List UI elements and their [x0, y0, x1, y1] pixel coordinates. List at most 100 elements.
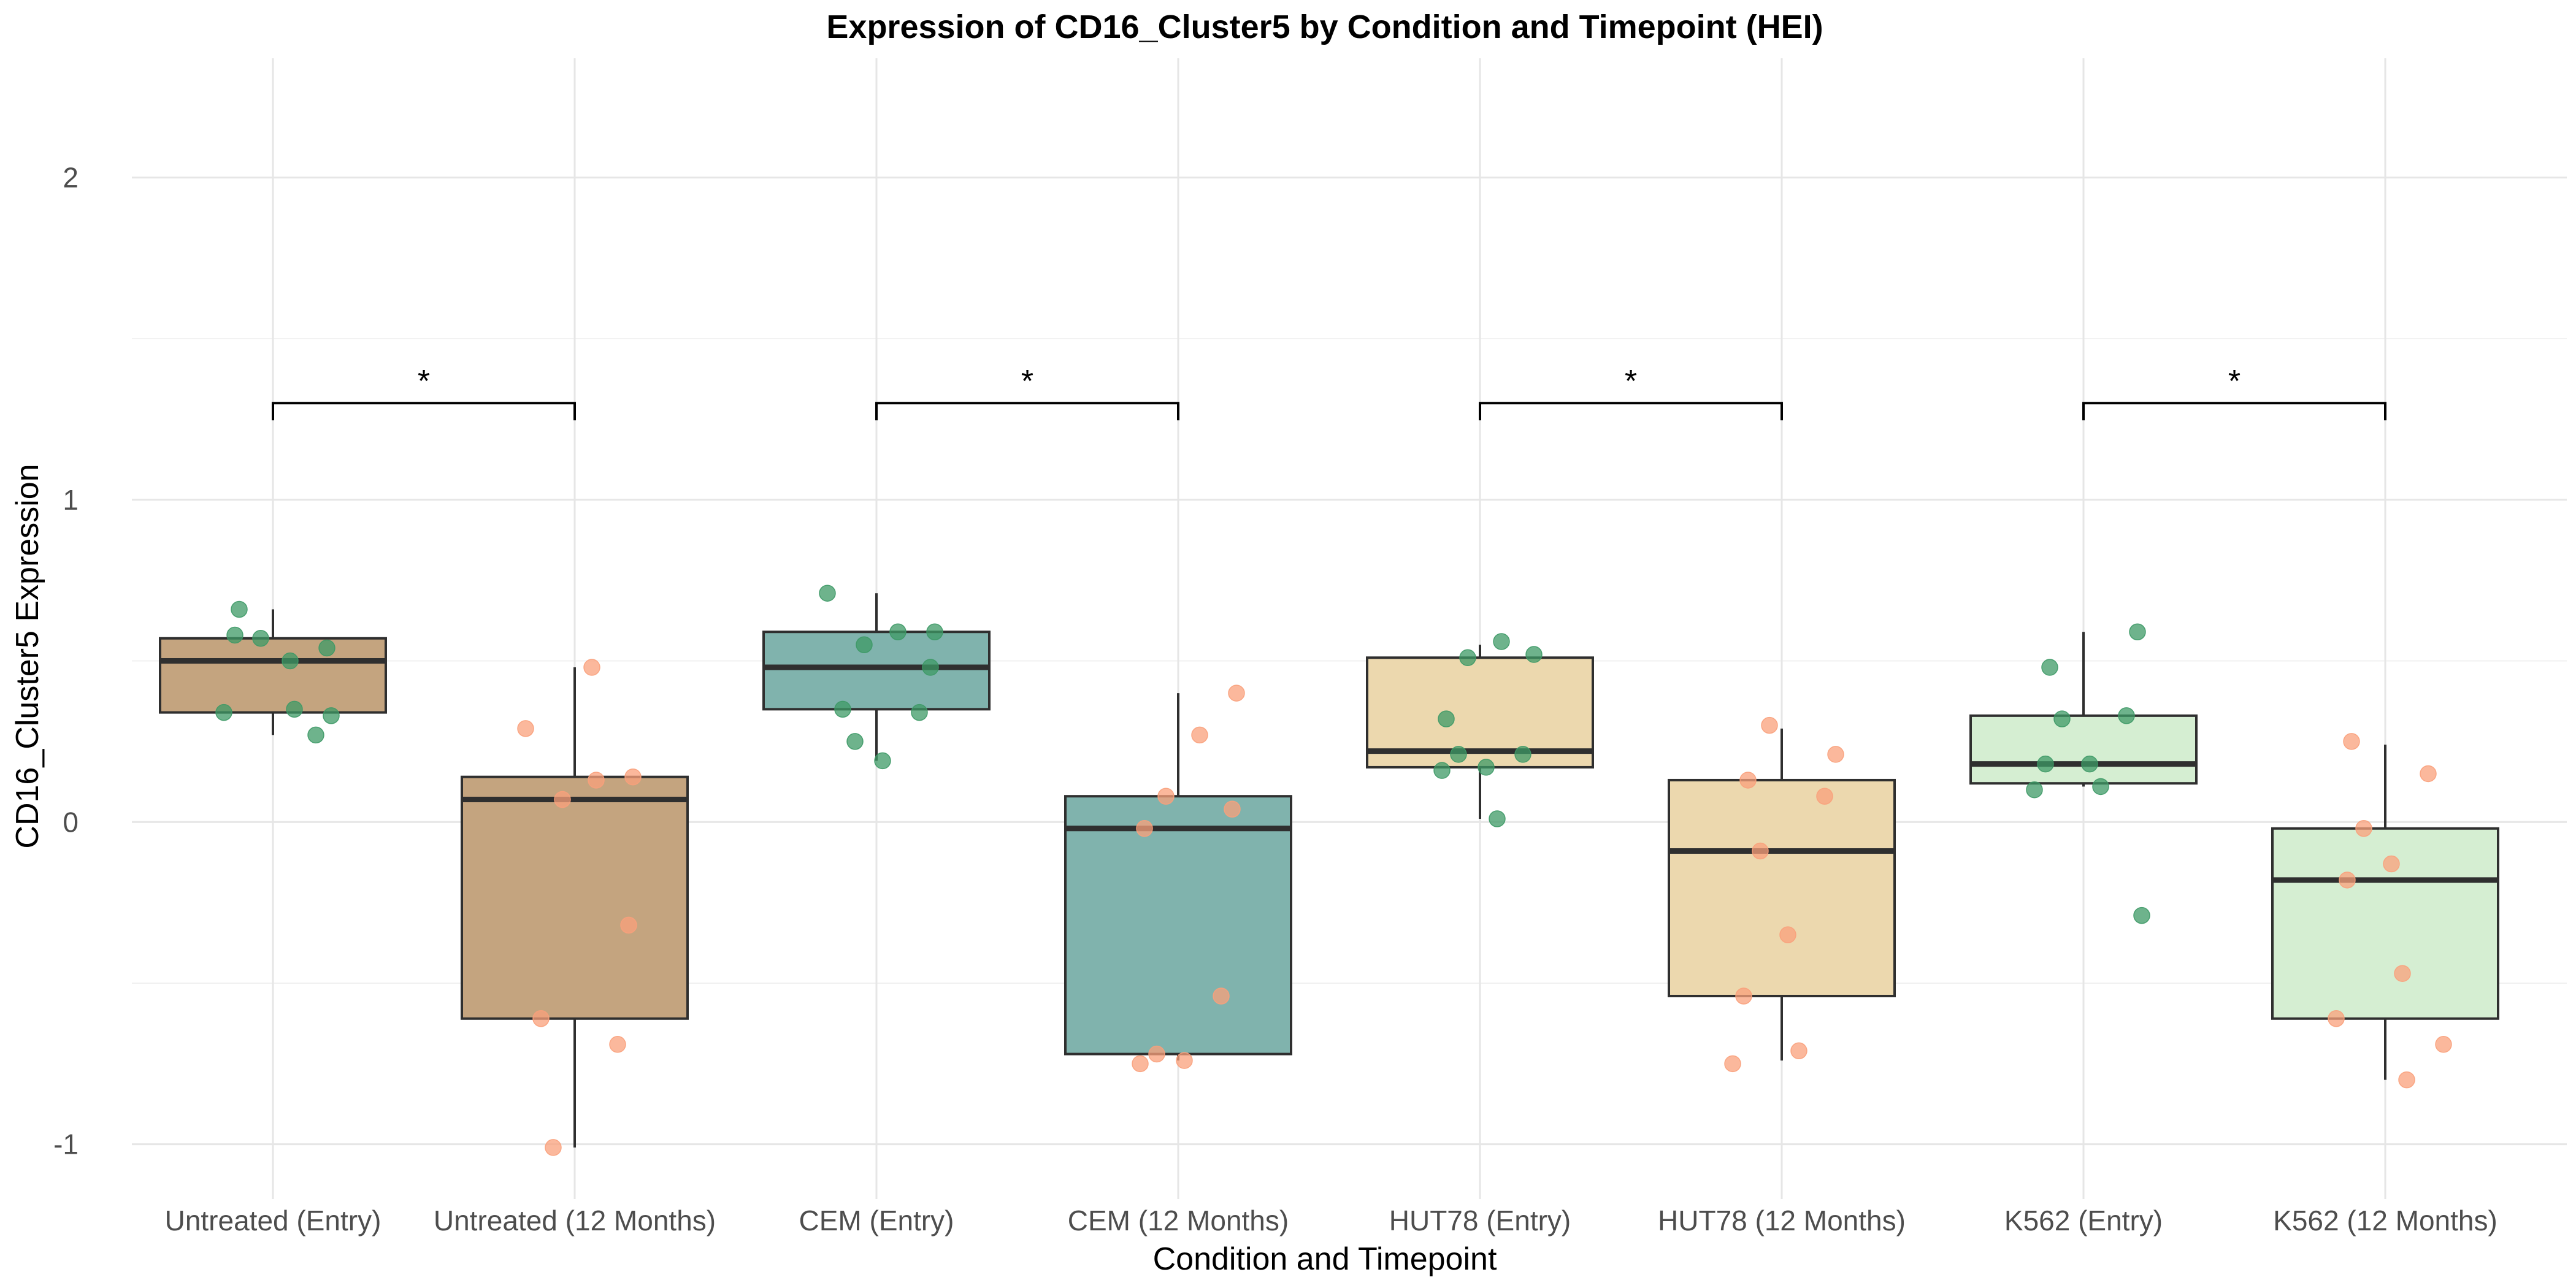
month12-point — [1213, 987, 1230, 1005]
month12-point — [2435, 1036, 2452, 1053]
entry-point — [922, 659, 939, 676]
box — [159, 637, 387, 714]
significance-label: * — [2228, 364, 2241, 399]
y-axis-title: CD16_Cluster5 Expression — [10, 464, 45, 848]
month12-point — [2383, 855, 2400, 873]
entry-point — [2092, 778, 2109, 795]
y-tick-label: 0 — [63, 806, 79, 838]
entry-point — [252, 630, 269, 647]
significance-bracket — [272, 402, 576, 421]
x-tick-label: HUT78 (Entry) — [1389, 1205, 1571, 1236]
entry-point — [834, 700, 851, 718]
data-points — [215, 585, 2452, 1156]
y-tick-label: 1 — [63, 484, 79, 516]
y-tick-label: 2 — [63, 161, 79, 193]
significance-bracket — [1479, 402, 1783, 421]
entry-point — [874, 752, 891, 770]
month12-point — [1148, 1045, 1165, 1063]
entry-point — [1514, 746, 1531, 763]
x-tick-label: K562 (12 Months) — [2273, 1205, 2497, 1236]
month12-point — [2355, 820, 2372, 837]
entry-point — [1493, 633, 1510, 650]
entry-point — [2081, 755, 2098, 773]
month12-point — [1136, 820, 1153, 837]
month12-point — [2394, 965, 2411, 982]
month12-point — [2343, 733, 2360, 750]
entry-point — [307, 726, 324, 744]
entry-point — [286, 700, 303, 718]
entry-point — [889, 623, 907, 641]
month12-point — [1735, 987, 1752, 1005]
x-tick-label: K562 (Entry) — [2004, 1205, 2163, 1236]
entry-point — [1433, 762, 1451, 779]
entry-point — [856, 636, 873, 654]
entry-point — [846, 733, 864, 750]
month12-point — [554, 791, 571, 808]
entry-point — [215, 703, 232, 721]
entry-point — [2026, 781, 2043, 799]
y-tick-label: -1 — [53, 1129, 79, 1160]
month12-point — [1132, 1055, 1149, 1073]
month12-point — [1790, 1042, 1807, 1060]
entry-point — [282, 652, 299, 670]
month12-point — [1827, 746, 1844, 763]
entry-point — [2053, 710, 2071, 727]
chart-title: Expression of CD16_Cluster5 by Condition… — [826, 9, 1823, 45]
month12-point — [1176, 1052, 1193, 1069]
entry-point — [318, 639, 335, 657]
entry-point — [2129, 623, 2146, 641]
box — [762, 631, 991, 711]
entry-point — [926, 623, 943, 641]
x-tick-label: CEM (Entry) — [799, 1205, 954, 1236]
significance-label: * — [1625, 364, 1637, 399]
x-tick-label: HUT78 (12 Months) — [1658, 1205, 1906, 1236]
significance-label: * — [1021, 364, 1033, 399]
x-tick-label: CEM (12 Months) — [1068, 1205, 1289, 1236]
month12-point — [1761, 716, 1778, 734]
x-tick-label: Untreated (Entry) — [165, 1205, 381, 1236]
box — [2271, 827, 2499, 1020]
x-axis-title: Condition and Timepoint — [1153, 1241, 1497, 1277]
significance-label: * — [418, 364, 430, 399]
x-tick-label: Untreated (12 Months) — [434, 1205, 716, 1236]
box — [1969, 714, 2198, 785]
entry-point — [2118, 707, 2135, 724]
entry-point — [1450, 746, 1467, 763]
month12-point — [2328, 1010, 2345, 1027]
entry-point — [2041, 659, 2058, 676]
month12-point — [545, 1139, 562, 1156]
entry-point — [911, 703, 928, 721]
entry-point — [1489, 810, 1506, 827]
month12-point — [517, 720, 534, 737]
entry-point — [2133, 907, 2150, 924]
box — [1668, 778, 1896, 997]
month12-point — [1739, 772, 1757, 789]
entry-point — [231, 600, 248, 618]
box — [1064, 795, 1292, 1056]
boxes — [159, 593, 2499, 1148]
significance-brackets: * * * * — [272, 364, 2386, 421]
month12-point — [620, 916, 637, 934]
month12-point — [1224, 800, 1241, 818]
month12-point — [624, 768, 642, 786]
month12-point — [1191, 726, 1208, 744]
month12-point — [2420, 765, 2437, 783]
entry-point — [2037, 755, 2054, 773]
month12-point — [1816, 788, 1833, 805]
month12-point — [1779, 926, 1796, 943]
month12-point — [1724, 1055, 1741, 1073]
month12-point — [2339, 872, 2356, 889]
axis-ticks: -1 0 1 2 Untreated (Entry) Untreated (12 Mont… — [53, 161, 2497, 1236]
month12-point — [1157, 788, 1175, 805]
significance-bracket — [875, 402, 1179, 421]
entry-point — [1525, 646, 1543, 663]
entry-point — [1459, 649, 1476, 667]
month12-point — [1752, 842, 1769, 860]
month12-point — [2398, 1071, 2415, 1089]
entry-point — [226, 626, 243, 644]
month12-point — [609, 1036, 626, 1053]
entry-point — [1478, 759, 1495, 776]
entry-point — [819, 585, 836, 602]
